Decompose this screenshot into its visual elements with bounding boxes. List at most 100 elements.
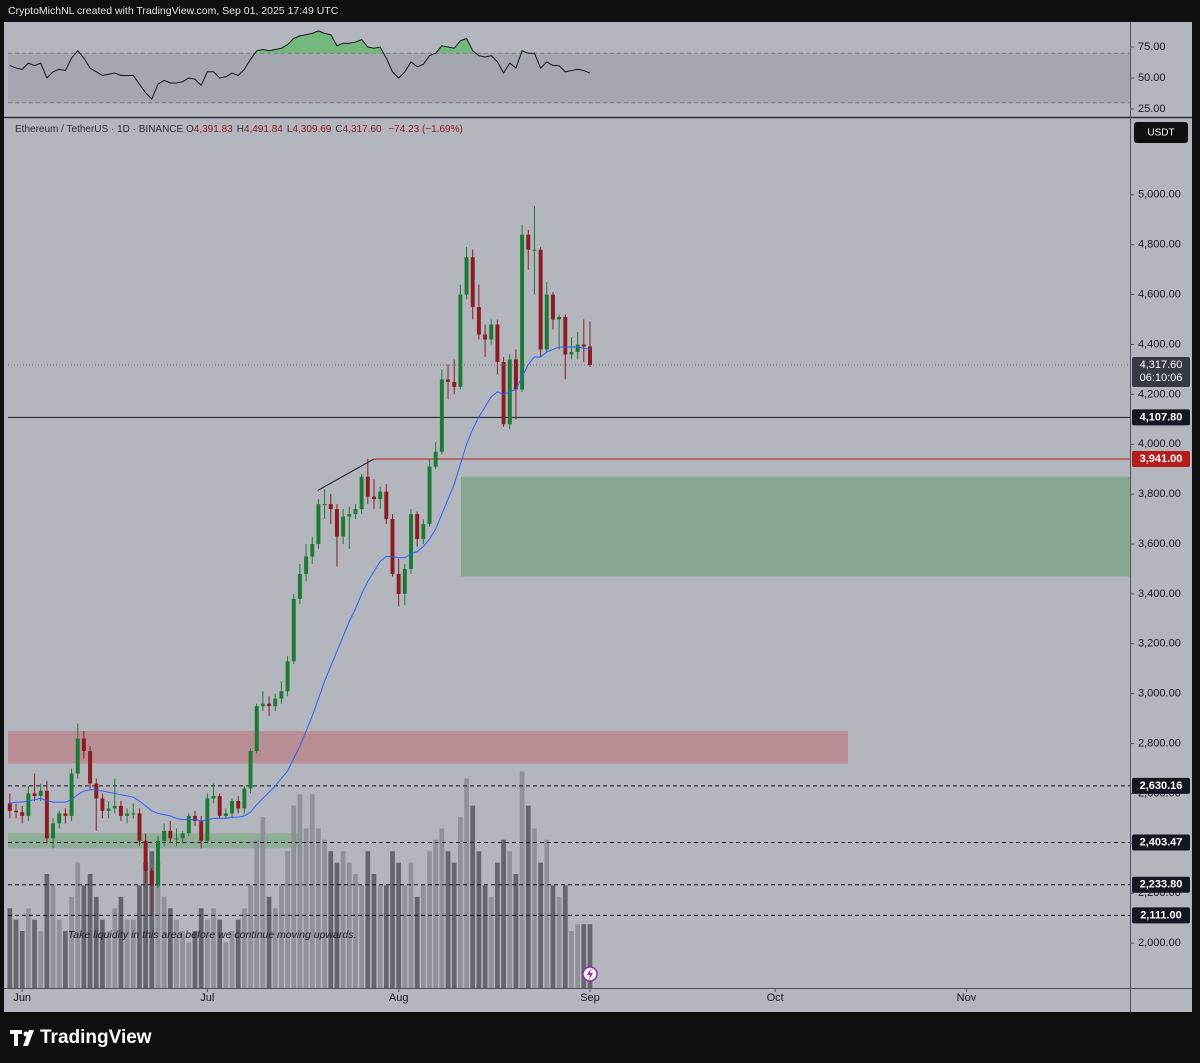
candle-body	[569, 351, 574, 355]
symbol-title: Ethereum / TetherUS · 1D · BINANCE	[15, 124, 184, 135]
candle-body	[223, 813, 228, 816]
volume-bar	[137, 885, 142, 988]
candle-body	[162, 830, 167, 841]
volume-bar	[229, 931, 235, 988]
candle-body	[421, 524, 426, 540]
rsi-line	[9, 30, 591, 100]
y-tick-label: 4,200.00	[1138, 388, 1181, 400]
candle-body	[464, 257, 469, 295]
rsi-overbought	[9, 30, 590, 54]
candle-body	[427, 466, 432, 525]
volume-bar	[87, 874, 93, 988]
ohlc-values: O4,391.83 H4,491.84 L4,309.69 C4,317.60	[186, 124, 386, 135]
volume-bar	[118, 896, 124, 988]
candle-body	[513, 359, 518, 390]
y-tick-label: 4,000.00	[1138, 438, 1181, 450]
candle-body	[137, 813, 142, 841]
volume-bar	[371, 874, 377, 988]
price-change: −74.23 (−1.69%)	[388, 124, 463, 135]
volume-bar	[501, 839, 506, 988]
volume-bar	[180, 931, 186, 988]
volume-bar	[439, 828, 445, 988]
volume-bar	[507, 851, 513, 988]
volume-bar	[470, 805, 476, 988]
volume-bar	[26, 908, 31, 988]
candle-body	[236, 800, 241, 809]
candle-body	[297, 573, 302, 599]
y-tick-label: 4,800.00	[1138, 239, 1181, 251]
candle-body	[328, 504, 333, 510]
moving-average	[9, 346, 591, 822]
volume-bar	[495, 862, 500, 988]
candle-body	[168, 830, 173, 839]
volume-bar	[414, 896, 420, 988]
candle-body	[458, 294, 463, 387]
candle-body	[285, 661, 290, 692]
rsi-tick-label: 50.00	[1138, 72, 1166, 84]
candle-body	[174, 838, 179, 840]
volume-bar	[562, 885, 568, 988]
candle-body	[242, 788, 247, 809]
candle-body	[248, 751, 253, 789]
volume-bar	[587, 924, 593, 988]
volume-bar	[353, 874, 358, 988]
candle-body	[563, 317, 568, 355]
last-price-tag	[1132, 357, 1190, 388]
ohlc-value: 4,317.60	[342, 124, 382, 135]
candle-body	[557, 317, 562, 320]
volume-bar	[421, 885, 426, 988]
candle-body	[409, 514, 413, 569]
rsi-tick-label: 25.00	[1138, 103, 1166, 115]
volume-bar	[556, 896, 562, 988]
level-tag-label: 2,111.00	[1140, 909, 1182, 921]
level-tag	[1132, 876, 1190, 893]
candle-body	[415, 514, 420, 540]
volume-bar	[569, 931, 574, 988]
volume-bar	[581, 924, 587, 988]
level-tag	[1132, 777, 1190, 794]
candle-body	[520, 234, 525, 390]
candle-body	[211, 795, 216, 799]
symbol-legend: Ethereum / TetherUS · 1D · BINANCE O4,39…	[15, 124, 467, 135]
zone	[460, 476, 1130, 577]
candle-body	[112, 805, 117, 809]
header-bar	[0, 0, 1200, 22]
volume-bar	[346, 862, 352, 988]
candle-body	[32, 793, 37, 796]
volume-bar	[223, 942, 229, 988]
volume-bar	[297, 794, 303, 988]
volume-bar	[204, 919, 210, 988]
volume-bar	[390, 851, 395, 988]
volume-bar	[124, 919, 130, 988]
candle-body	[63, 813, 68, 816]
candle-body	[26, 793, 31, 816]
candle-body	[125, 813, 130, 816]
candle-body	[291, 598, 296, 662]
volume-bar	[513, 874, 519, 988]
volume-bar	[130, 919, 136, 988]
candle-body	[384, 491, 389, 520]
candle-body	[155, 840, 160, 886]
volume-bar	[445, 851, 451, 988]
footer-bar	[0, 1012, 1200, 1063]
last-price-label: 4,317.60	[1140, 359, 1183, 371]
x-tick-label: Sep	[580, 992, 600, 1004]
candle-body	[143, 840, 148, 871]
candle-body	[254, 706, 259, 752]
candle-body	[69, 773, 74, 816]
volume-bar	[365, 851, 371, 988]
candle-body	[483, 334, 488, 340]
candle-body	[341, 516, 346, 537]
volume-bar	[544, 839, 550, 988]
candle-body	[131, 813, 136, 815]
candle-body	[51, 823, 56, 839]
event-icon-bolt	[586, 968, 593, 980]
y-tick-label: 2,800.00	[1138, 737, 1181, 749]
volume-bar	[383, 885, 389, 988]
volume-bar	[161, 896, 167, 988]
candle-body	[304, 556, 309, 574]
volume-bar	[174, 919, 179, 988]
volume-bar	[285, 851, 290, 988]
rsi-band	[8, 53, 1130, 103]
